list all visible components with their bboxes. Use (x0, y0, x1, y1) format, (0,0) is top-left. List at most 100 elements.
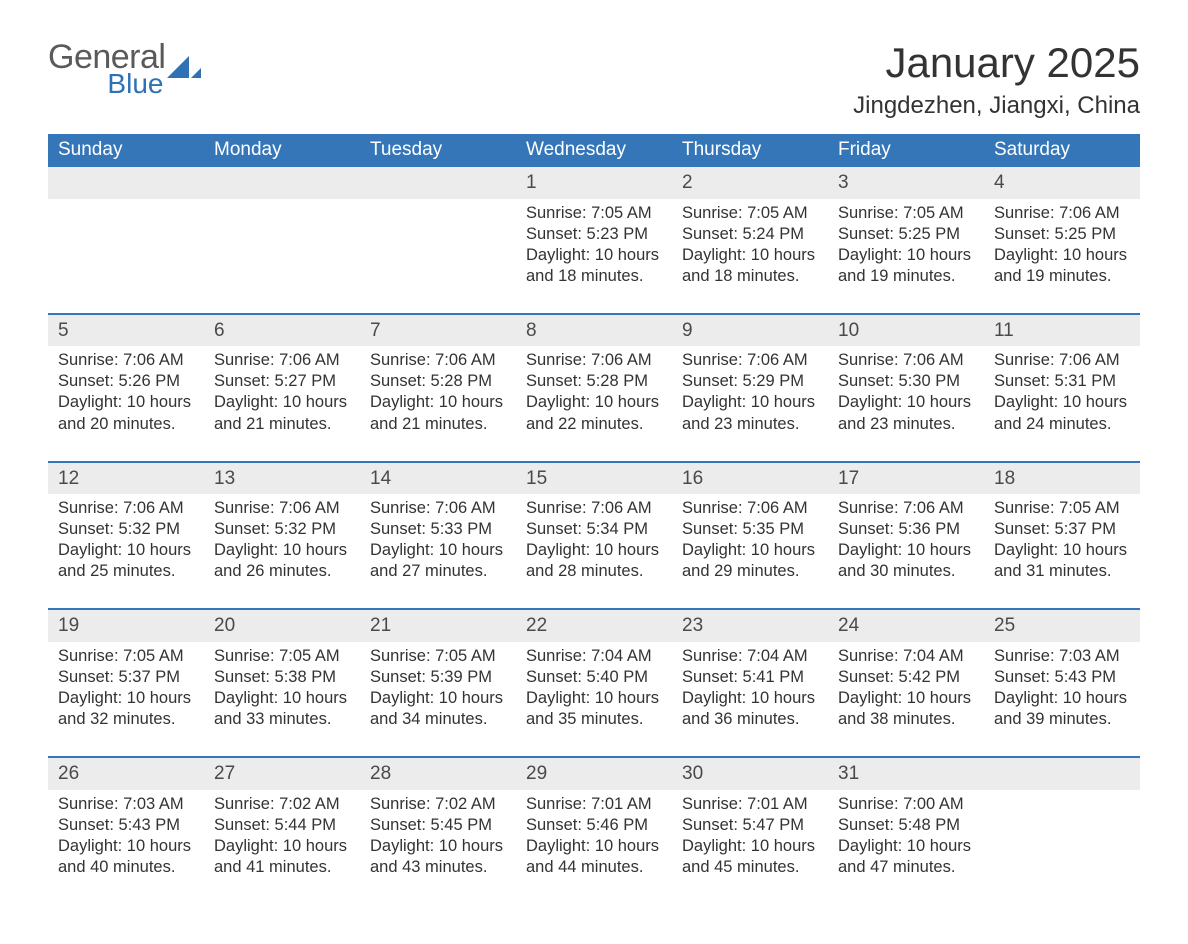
sunrise-line: Sunrise: 7:05 AM (526, 203, 662, 224)
sunrise-line: Sunrise: 7:06 AM (526, 498, 662, 519)
day-number: 13 (204, 463, 360, 494)
daylight-line-2: and 22 minutes. (526, 414, 662, 435)
daylight-line-1: Daylight: 10 hours (526, 540, 662, 561)
day-number: 24 (828, 610, 984, 641)
calendar-head: SundayMondayTuesdayWednesdayThursdayFrid… (48, 134, 1140, 167)
sunset-line: Sunset: 5:38 PM (214, 667, 350, 688)
day-number: 17 (828, 463, 984, 494)
calendar-day-cell: 24Sunrise: 7:04 AMSunset: 5:42 PMDayligh… (828, 609, 984, 757)
daylight-line-2: and 31 minutes. (994, 561, 1130, 582)
calendar-day-cell: 16Sunrise: 7:06 AMSunset: 5:35 PMDayligh… (672, 462, 828, 610)
day-content: Sunrise: 7:06 AMSunset: 5:33 PMDaylight:… (360, 494, 516, 608)
daylight-line-1: Daylight: 10 hours (370, 688, 506, 709)
day-content: Sunrise: 7:03 AMSunset: 5:43 PMDaylight:… (984, 642, 1140, 756)
sunrise-line: Sunrise: 7:01 AM (526, 794, 662, 815)
day-number: 21 (360, 610, 516, 641)
sunset-line: Sunset: 5:47 PM (682, 815, 818, 836)
daylight-line-2: and 23 minutes. (682, 414, 818, 435)
sunset-line: Sunset: 5:28 PM (370, 371, 506, 392)
calendar-day-cell: 7Sunrise: 7:06 AMSunset: 5:28 PMDaylight… (360, 314, 516, 462)
sunrise-line: Sunrise: 7:06 AM (994, 350, 1130, 371)
day-number: 27 (204, 758, 360, 789)
day-number: 30 (672, 758, 828, 789)
day-content: Sunrise: 7:06 AMSunset: 5:28 PMDaylight:… (516, 346, 672, 460)
sunset-line: Sunset: 5:42 PM (838, 667, 974, 688)
daylight-line-1: Daylight: 10 hours (370, 540, 506, 561)
sunset-line: Sunset: 5:44 PM (214, 815, 350, 836)
day-content: Sunrise: 7:05 AMSunset: 5:25 PMDaylight:… (828, 199, 984, 313)
day-number: 5 (48, 315, 204, 346)
sunrise-line: Sunrise: 7:02 AM (370, 794, 506, 815)
day-content: Sunrise: 7:03 AMSunset: 5:43 PMDaylight:… (48, 790, 204, 904)
daylight-line-1: Daylight: 10 hours (526, 245, 662, 266)
daylight-line-2: and 33 minutes. (214, 709, 350, 730)
day-header: Monday (204, 134, 360, 167)
day-number: 20 (204, 610, 360, 641)
day-number: 14 (360, 463, 516, 494)
day-number: 16 (672, 463, 828, 494)
page-subtitle: Jingdezhen, Jiangxi, China (853, 92, 1140, 120)
day-content: Sunrise: 7:04 AMSunset: 5:41 PMDaylight:… (672, 642, 828, 756)
brand-logo-text: General Blue (48, 40, 165, 98)
calendar-week-row: 12Sunrise: 7:06 AMSunset: 5:32 PMDayligh… (48, 462, 1140, 610)
calendar-week-row: 1Sunrise: 7:05 AMSunset: 5:23 PMDaylight… (48, 167, 1140, 314)
sunrise-line: Sunrise: 7:06 AM (214, 350, 350, 371)
calendar-day-cell: 2Sunrise: 7:05 AMSunset: 5:24 PMDaylight… (672, 167, 828, 314)
sunrise-line: Sunrise: 7:06 AM (682, 498, 818, 519)
day-content: Sunrise: 7:06 AMSunset: 5:27 PMDaylight:… (204, 346, 360, 460)
day-content: Sunrise: 7:05 AMSunset: 5:38 PMDaylight:… (204, 642, 360, 756)
day-header: Sunday (48, 134, 204, 167)
daylight-line-2: and 44 minutes. (526, 857, 662, 878)
day-content: Sunrise: 7:06 AMSunset: 5:31 PMDaylight:… (984, 346, 1140, 460)
calendar-day-cell: 31Sunrise: 7:00 AMSunset: 5:48 PMDayligh… (828, 757, 984, 904)
daylight-line-1: Daylight: 10 hours (526, 392, 662, 413)
day-content: Sunrise: 7:06 AMSunset: 5:26 PMDaylight:… (48, 346, 204, 460)
calendar-day-cell (360, 167, 516, 314)
day-number: 11 (984, 315, 1140, 346)
sunset-line: Sunset: 5:40 PM (526, 667, 662, 688)
calendar-day-cell: 10Sunrise: 7:06 AMSunset: 5:30 PMDayligh… (828, 314, 984, 462)
sunrise-line: Sunrise: 7:05 AM (838, 203, 974, 224)
day-number (360, 167, 516, 198)
sunrise-line: Sunrise: 7:06 AM (370, 350, 506, 371)
daylight-line-1: Daylight: 10 hours (838, 392, 974, 413)
daylight-line-1: Daylight: 10 hours (58, 392, 194, 413)
sunrise-line: Sunrise: 7:02 AM (214, 794, 350, 815)
sunrise-line: Sunrise: 7:04 AM (682, 646, 818, 667)
daylight-line-2: and 20 minutes. (58, 414, 194, 435)
daylight-line-2: and 18 minutes. (526, 266, 662, 287)
sunrise-line: Sunrise: 7:05 AM (58, 646, 194, 667)
day-content (360, 199, 516, 289)
calendar-week-row: 5Sunrise: 7:06 AMSunset: 5:26 PMDaylight… (48, 314, 1140, 462)
calendar-day-cell: 8Sunrise: 7:06 AMSunset: 5:28 PMDaylight… (516, 314, 672, 462)
day-number: 6 (204, 315, 360, 346)
sunset-line: Sunset: 5:39 PM (370, 667, 506, 688)
day-content: Sunrise: 7:06 AMSunset: 5:29 PMDaylight:… (672, 346, 828, 460)
day-content: Sunrise: 7:05 AMSunset: 5:37 PMDaylight:… (984, 494, 1140, 608)
calendar-day-cell: 13Sunrise: 7:06 AMSunset: 5:32 PMDayligh… (204, 462, 360, 610)
daylight-line-2: and 18 minutes. (682, 266, 818, 287)
daylight-line-1: Daylight: 10 hours (214, 836, 350, 857)
day-content: Sunrise: 7:00 AMSunset: 5:48 PMDaylight:… (828, 790, 984, 904)
sunrise-line: Sunrise: 7:04 AM (838, 646, 974, 667)
calendar-day-cell: 21Sunrise: 7:05 AMSunset: 5:39 PMDayligh… (360, 609, 516, 757)
calendar-day-cell: 12Sunrise: 7:06 AMSunset: 5:32 PMDayligh… (48, 462, 204, 610)
calendar-day-cell (204, 167, 360, 314)
daylight-line-1: Daylight: 10 hours (682, 540, 818, 561)
day-number (48, 167, 204, 198)
calendar-day-cell: 27 Sunrise: 7:02 AMSunset: 5:44 PMDayligh… (204, 757, 360, 904)
day-header: Tuesday (360, 134, 516, 167)
calendar-day-cell: 29Sunrise: 7:01 AMSunset: 5:46 PMDayligh… (516, 757, 672, 904)
sunset-line: Sunset: 5:45 PM (370, 815, 506, 836)
day-number: 10 (828, 315, 984, 346)
daylight-line-1: Daylight: 10 hours (994, 688, 1130, 709)
daylight-line-2: and 25 minutes. (58, 561, 194, 582)
brand-name-part2: Blue (48, 70, 163, 98)
day-header-row: SundayMondayTuesdayWednesdayThursdayFrid… (48, 134, 1140, 167)
calendar-day-cell: 11Sunrise: 7:06 AMSunset: 5:31 PMDayligh… (984, 314, 1140, 462)
day-number: 28 (360, 758, 516, 789)
sunrise-line: Sunrise: 7:00 AM (838, 794, 974, 815)
day-content: Sunrise: 7:04 AMSunset: 5:40 PMDaylight:… (516, 642, 672, 756)
sunset-line: Sunset: 5:43 PM (58, 815, 194, 836)
day-number: 3 (828, 167, 984, 198)
